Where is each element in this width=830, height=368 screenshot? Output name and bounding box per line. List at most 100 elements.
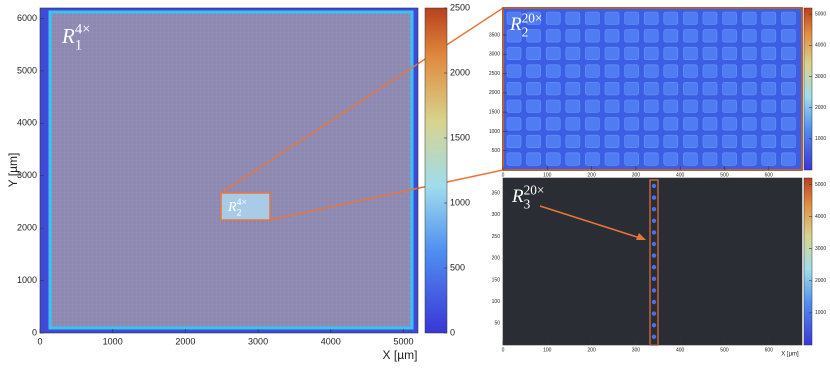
y-tick-label: 3500 xyxy=(489,32,500,38)
annotation-sup: 4× xyxy=(75,22,91,38)
colorbar xyxy=(803,7,813,171)
x-tick-label: 2000 xyxy=(175,336,195,346)
pixel xyxy=(565,11,581,25)
pixel xyxy=(702,117,718,131)
colorbar-tick-label: 2000 xyxy=(815,278,826,284)
pixel xyxy=(702,46,718,61)
pixel xyxy=(565,134,581,148)
x-tick-label: 500 xyxy=(720,347,729,353)
pixel xyxy=(683,46,698,61)
annotation: R4× 1 xyxy=(61,22,90,54)
pixel xyxy=(651,195,657,200)
pixel xyxy=(741,152,757,166)
pixel xyxy=(604,99,620,113)
y-tick-label: 250 xyxy=(492,234,501,240)
pixel xyxy=(604,134,620,148)
pixel xyxy=(565,152,581,166)
x-tick-label: 100 xyxy=(543,172,552,178)
pixel xyxy=(741,46,757,61)
x-tick-label: 200 xyxy=(587,172,596,178)
pixel xyxy=(651,276,657,281)
x-tick-label: 300 xyxy=(632,347,641,353)
arrow xyxy=(539,205,641,239)
y-tick-label: 150 xyxy=(492,277,501,283)
pixel xyxy=(624,99,639,113)
colorbar-tick-label: 2000 xyxy=(450,67,470,77)
pixel xyxy=(702,29,718,43)
pixel xyxy=(526,99,541,113)
pixel xyxy=(741,99,757,113)
pixel xyxy=(651,207,657,212)
colorbar-tick-label: 5000 xyxy=(815,182,826,188)
pixel xyxy=(585,64,600,78)
y-tick-label: 1000 xyxy=(17,275,37,285)
colorbar-tick-label: 4000 xyxy=(815,43,826,49)
pixel xyxy=(585,82,600,96)
x-tick-label: 300 xyxy=(632,172,641,178)
colorbar-tick-label: 1500 xyxy=(450,132,470,142)
pixel xyxy=(761,11,777,25)
y-tick-label: 2500 xyxy=(489,71,500,77)
pixel xyxy=(643,46,659,61)
pixel xyxy=(741,117,757,131)
pixel xyxy=(683,99,698,113)
heatmap-field xyxy=(48,10,414,330)
pixel xyxy=(604,152,620,166)
colorbar-tick-label: 3000 xyxy=(815,246,826,252)
pixel xyxy=(624,82,639,96)
pixel xyxy=(545,46,561,61)
pixel xyxy=(702,82,718,96)
pixel xyxy=(651,218,657,223)
annotation: R20× 3 xyxy=(511,182,544,211)
pixel xyxy=(722,64,737,78)
pixel xyxy=(651,323,657,328)
pixel xyxy=(702,99,718,113)
pixel xyxy=(604,29,620,43)
pixel xyxy=(545,99,561,113)
y-tick-label: 500 xyxy=(492,148,501,154)
pixel xyxy=(781,11,796,25)
pixel xyxy=(761,152,777,166)
colorbar-tick-label: 1000 xyxy=(815,310,826,316)
pixel xyxy=(722,11,737,25)
x-tick-label: 400 xyxy=(676,172,685,178)
pixel-strip xyxy=(651,183,657,339)
y-tick-label: 100 xyxy=(492,299,501,305)
pixel xyxy=(741,134,757,148)
pixel xyxy=(651,183,657,189)
y-tick-label: 6000 xyxy=(17,13,37,23)
pixel xyxy=(585,134,600,148)
y-tick-label: 1500 xyxy=(489,109,500,115)
pixel xyxy=(722,134,737,148)
pixel xyxy=(643,29,659,43)
colorbar-tick-label: 2000 xyxy=(815,105,826,111)
x-tick-label: 600 xyxy=(765,172,774,178)
pixel xyxy=(761,64,777,78)
y-tick-label: 350 xyxy=(492,191,501,197)
annotation-base: R xyxy=(509,14,522,35)
pixel xyxy=(506,11,522,25)
pixel xyxy=(506,134,522,148)
pixel xyxy=(663,46,679,61)
pixel xyxy=(604,11,620,25)
pixel xyxy=(585,99,600,113)
pixel xyxy=(643,11,659,25)
plot-frame xyxy=(502,7,803,171)
pixel xyxy=(545,64,561,78)
pixel xyxy=(545,152,561,166)
annotation: R4× 2 xyxy=(227,197,247,219)
x-tick-label: 3000 xyxy=(248,336,268,346)
pixel xyxy=(761,82,777,96)
annotation-sub: 2 xyxy=(522,25,529,40)
pixel xyxy=(624,117,639,131)
pixel xyxy=(506,117,522,131)
pixel xyxy=(722,29,737,43)
pixel xyxy=(545,11,561,25)
pixel xyxy=(663,134,679,148)
pixel xyxy=(683,11,698,25)
pixel xyxy=(761,134,777,148)
y-axis-label: Y [µm] xyxy=(6,153,20,188)
y-tick-label: 2000 xyxy=(489,90,500,96)
annotation-sub: 2 xyxy=(237,208,242,219)
pixel xyxy=(722,82,737,96)
